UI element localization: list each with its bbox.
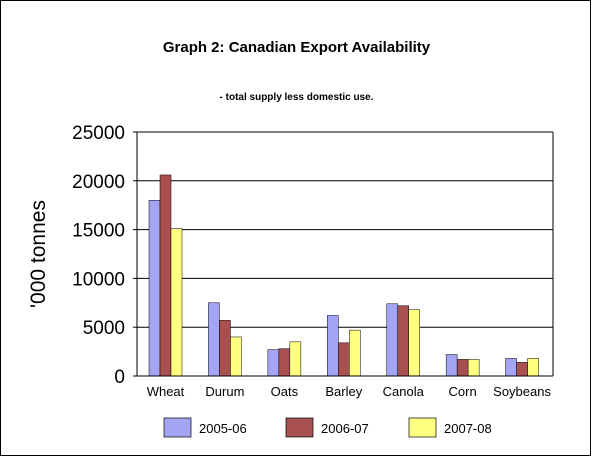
- bar-durum-2007-08: [230, 336, 242, 377]
- bars: [148, 174, 539, 377]
- legend-label: 2007-08: [444, 421, 492, 436]
- bar-oats-2007-08: [289, 341, 302, 377]
- y-tick-label: 5000: [83, 318, 125, 339]
- bar-barley-2007-08: [349, 329, 361, 377]
- y-tick-label: 20000: [72, 172, 125, 193]
- legend-swatch: [408, 417, 437, 438]
- x-tick-label: Corn: [449, 384, 477, 399]
- bar-soybeans-2006-07: [516, 362, 528, 377]
- bar-soybeans-2007-08: [527, 358, 539, 377]
- legend: 2005-06 2006-07 2007-08: [163, 417, 492, 438]
- x-tick-label: Durum: [205, 384, 244, 399]
- bar-barley-2006-07: [338, 342, 350, 377]
- y-tick-label: 15000: [72, 221, 125, 242]
- bar-canola-2006-07: [397, 305, 409, 377]
- legend-label: 2006-07: [321, 421, 369, 436]
- chart-title: Graph 2: Canadian Export Availability: [162, 39, 431, 56]
- chart-subtitle: - total supply less domestic use.: [219, 92, 374, 103]
- y-tick-label: 10000: [72, 269, 125, 290]
- legend-label: 2005-06: [199, 421, 247, 436]
- bar-oats-2006-07: [278, 348, 291, 377]
- bar-corn-2007-08: [467, 359, 480, 377]
- legend-swatch: [163, 417, 192, 438]
- bar-oats-2005-06: [267, 349, 280, 377]
- legend-swatch: [285, 417, 314, 438]
- bar-corn-2005-06: [445, 354, 458, 377]
- bar-canola-2005-06: [386, 303, 398, 377]
- bar-soybeans-2005-06: [505, 358, 517, 377]
- axes: [136, 132, 554, 377]
- x-tick-label: Barley: [325, 384, 362, 399]
- bar-durum-2005-06: [208, 302, 220, 377]
- y-tick-label: 25000: [72, 123, 125, 144]
- bar-wheat-2005-06: [148, 200, 161, 377]
- bar-wheat-2007-08: [170, 228, 183, 377]
- y-tick-labels: 0 5000 10000 15000 20000 25000: [72, 123, 137, 388]
- bar-durum-2006-07: [219, 320, 231, 377]
- y-tick-label: 0: [114, 367, 125, 388]
- x-tick-label: Wheat: [147, 384, 185, 399]
- bar-wheat-2006-07: [159, 174, 172, 377]
- y-axis-label: '000 tonnes: [27, 200, 50, 308]
- gridlines: [137, 131, 553, 328]
- x-tick-label: Oats: [271, 384, 299, 399]
- bar-canola-2007-08: [408, 309, 420, 377]
- x-tick-label: Soybeans: [493, 384, 551, 399]
- bar-barley-2005-06: [327, 315, 339, 377]
- x-tick-label: Canola: [383, 384, 425, 399]
- x-tick-labels: Wheat Durum Oats Barley Canola Corn Soybeans: [147, 384, 552, 399]
- bar-corn-2006-07: [456, 359, 469, 377]
